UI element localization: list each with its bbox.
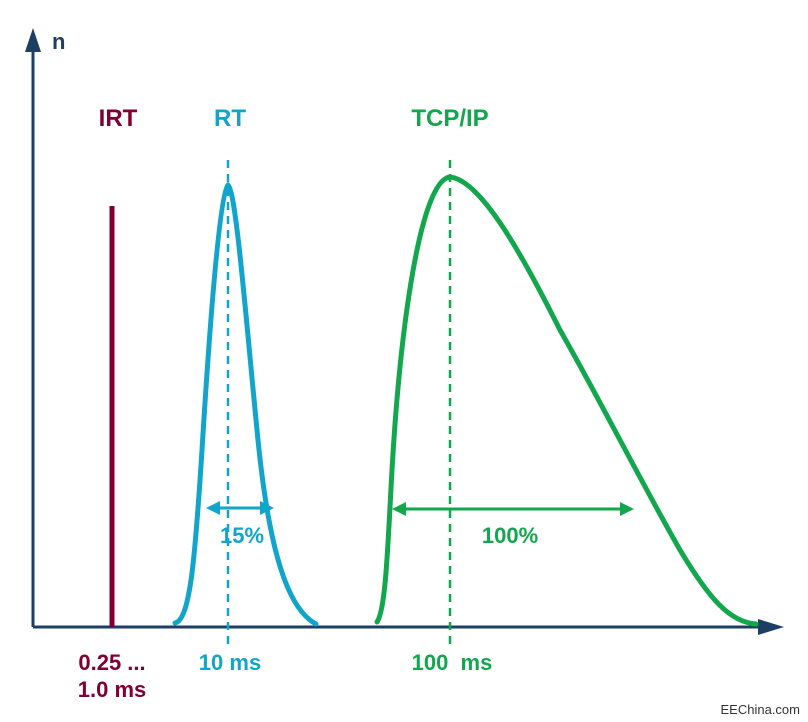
irt-x-label-2: 1.0 ms [78, 677, 147, 702]
tcpip-x-label: 100 ms [412, 650, 493, 675]
rt-title: RT [214, 105, 246, 132]
irt-x-label-1: 0.25 ... [78, 650, 145, 675]
rt-curve [172, 182, 319, 627]
tcpip-title: TCP/IP [411, 105, 488, 132]
rt-jitter-arrowhead-left [206, 501, 220, 515]
watermark: EEChina.com [721, 702, 800, 717]
y-axis-label: n [52, 29, 65, 54]
tcpip-curve [374, 174, 759, 627]
tcpip-jitter-arrowhead-right [620, 502, 634, 516]
rt-x-label: 10 ms [199, 650, 261, 675]
irt-title: IRT [99, 105, 138, 132]
y-axis-arrow [25, 28, 41, 52]
rt-jitter-arrowhead-right [260, 501, 274, 515]
rt-jitter-label: 15% [220, 523, 264, 548]
x-axis-arrow [758, 619, 784, 635]
tcpip-jitter-label: 100% [482, 523, 538, 548]
tcpip-jitter-arrowhead-left [392, 502, 406, 516]
